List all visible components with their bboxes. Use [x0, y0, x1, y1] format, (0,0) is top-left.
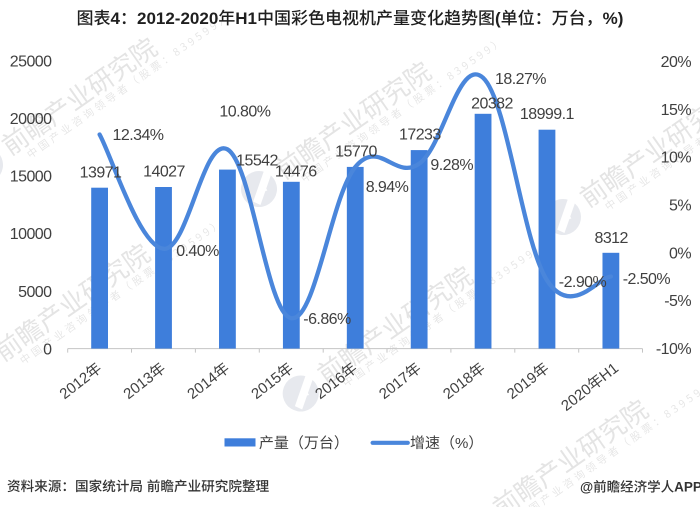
svg-text:(: (: [495, 9, 501, 28]
svg-text:15542: 15542: [236, 153, 278, 170]
svg-text:14476: 14476: [275, 163, 317, 180]
svg-text:15%: 15%: [661, 102, 692, 119]
svg-text:12.34%: 12.34%: [113, 127, 164, 144]
svg-text:18.27%: 18.27%: [495, 71, 546, 88]
svg-text:-10%: -10%: [656, 341, 691, 358]
svg-text:9.28%: 9.28%: [430, 157, 473, 174]
svg-text:13971: 13971: [80, 165, 122, 182]
svg-text:14027: 14027: [143, 164, 185, 181]
svg-text:15770: 15770: [335, 144, 377, 161]
svg-text:20382: 20382: [471, 96, 513, 113]
svg-text:-5%: -5%: [664, 293, 691, 310]
svg-text:0.40%: 0.40%: [176, 243, 219, 260]
svg-text:APP: APP: [674, 480, 700, 495]
svg-text:-2.50%: -2.50%: [623, 271, 671, 288]
svg-text:10.80%: 10.80%: [219, 104, 270, 121]
svg-text:4: 4: [111, 9, 121, 28]
svg-text:20000: 20000: [10, 111, 52, 128]
svg-text:H1: H1: [235, 9, 257, 28]
svg-text:10%: 10%: [661, 150, 692, 167]
svg-text:0%: 0%: [669, 245, 691, 262]
svg-text:25000: 25000: [10, 53, 52, 70]
svg-text:20%: 20%: [661, 54, 692, 71]
svg-text:0: 0: [43, 341, 52, 358]
svg-text:-6.86%: -6.86%: [303, 311, 351, 328]
svg-text:8312: 8312: [594, 230, 628, 247]
svg-text:@: @: [580, 480, 593, 495]
svg-text:2012-2020: 2012-2020: [137, 9, 218, 28]
svg-text:18999.1: 18999.1: [520, 106, 575, 123]
svg-text:15000: 15000: [10, 169, 52, 186]
svg-text:%): %): [603, 9, 624, 28]
svg-text:5000: 5000: [18, 284, 52, 301]
svg-text:-2.90%: -2.90%: [559, 274, 607, 291]
svg-text:5%: 5%: [669, 198, 691, 215]
svg-text:8.94%: 8.94%: [366, 179, 409, 196]
svg-text:%: %: [455, 435, 468, 452]
svg-text:10000: 10000: [10, 226, 52, 243]
svg-text:17233: 17233: [399, 127, 441, 144]
